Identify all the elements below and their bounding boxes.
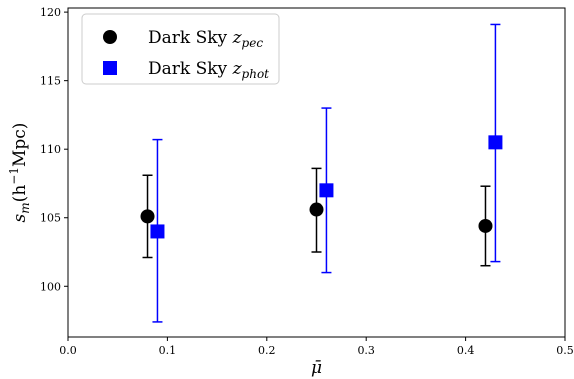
series-pec bbox=[140, 167, 493, 267]
data-point bbox=[478, 218, 493, 233]
plot-frame bbox=[67, 7, 566, 338]
x-tick-label: 0.1 bbox=[159, 344, 177, 357]
y-label-tail: Mpc) bbox=[10, 123, 30, 167]
y-label-var: s bbox=[10, 213, 30, 222]
x-axis-label: μ̄ bbox=[311, 358, 322, 378]
y-label-paren: (h bbox=[10, 185, 30, 203]
y-label-sub: m bbox=[18, 202, 32, 213]
data-point bbox=[140, 209, 155, 224]
data-point bbox=[488, 135, 503, 150]
legend-label-sub: phot bbox=[242, 67, 270, 81]
legend-label-sub: pec bbox=[242, 36, 264, 50]
legend-label-var: z bbox=[232, 28, 243, 48]
y-tick-label: 100 bbox=[40, 280, 61, 293]
y-tick-label: 115 bbox=[40, 75, 61, 88]
legend-marker bbox=[103, 30, 117, 44]
x-tick-label: 0.0 bbox=[59, 344, 77, 357]
y-tick-label: 110 bbox=[40, 143, 61, 156]
y-label-sup: −1 bbox=[7, 167, 21, 185]
data-point bbox=[309, 202, 324, 217]
plot-area bbox=[140, 23, 503, 323]
legend-label-text: Dark Sky bbox=[148, 59, 233, 79]
legend-label-text: Dark Sky bbox=[148, 28, 233, 48]
legend-label-var: z bbox=[232, 59, 243, 79]
data-point bbox=[150, 224, 165, 239]
x-axis: 0.0 0.1 0.2 0.3 0.4 0.5 bbox=[59, 337, 574, 357]
y-axis: 100 105 110 115 120 bbox=[40, 6, 68, 293]
legend-box bbox=[81, 13, 280, 85]
x-tick-label: 0.5 bbox=[556, 344, 574, 357]
legend-marker bbox=[103, 61, 117, 75]
x-tick-label: 0.4 bbox=[457, 344, 475, 357]
y-tick-label: 105 bbox=[40, 212, 61, 225]
y-tick-label: 120 bbox=[40, 6, 61, 19]
data-point bbox=[319, 183, 334, 198]
legend-label: Dark Sky zpec bbox=[148, 28, 263, 50]
x-tick-label: 0.3 bbox=[357, 344, 375, 357]
y-axis-label: sm(h−1Mpc) bbox=[7, 123, 32, 223]
legend-label: Dark Sky zphot bbox=[148, 59, 269, 81]
series-phot bbox=[150, 23, 503, 323]
x-tick-label: 0.2 bbox=[258, 344, 276, 357]
